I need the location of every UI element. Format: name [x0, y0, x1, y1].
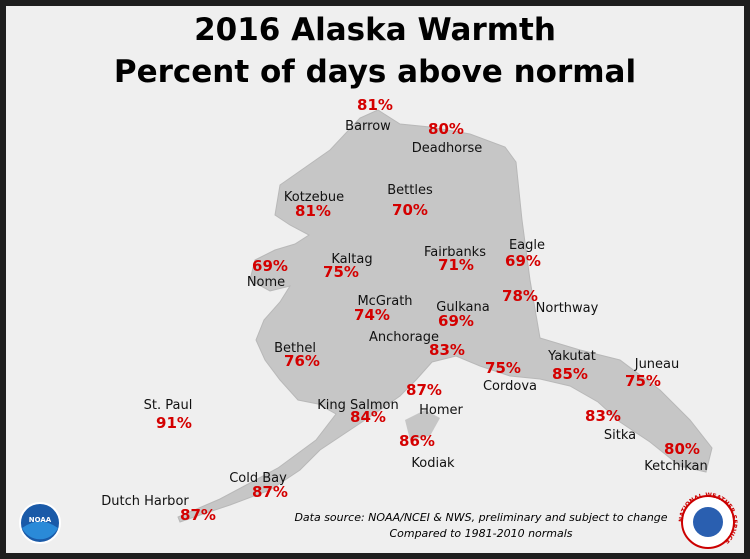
station-value: 78%	[502, 287, 538, 305]
station-name: Gulkana	[436, 300, 489, 315]
station-name: St. Paul	[144, 398, 193, 413]
station-value: 76%	[284, 352, 320, 370]
station-name: Northway	[536, 301, 599, 316]
station-value: 71%	[438, 256, 474, 274]
station-value: 75%	[485, 359, 521, 377]
source-line: Data source: NOAA/NCEI & NWS, preliminar…	[294, 511, 667, 524]
station-value: 83%	[429, 341, 465, 359]
station-value: 75%	[323, 263, 359, 281]
station-name: Kodiak	[411, 456, 455, 471]
title: 2016 Alaska Warmth	[194, 12, 556, 48]
station-name: Anchorage	[369, 330, 439, 345]
station-name: Yakutat	[547, 349, 596, 364]
station-value: 87%	[180, 506, 216, 524]
station-value: 84%	[350, 408, 386, 426]
station-name: Bethel	[274, 341, 316, 356]
station-name: Deadhorse	[412, 141, 483, 156]
station-name: McGrath	[357, 294, 412, 309]
station-name: Sitka	[604, 428, 636, 443]
station-value: 87%	[252, 483, 288, 501]
station-value: 70%	[392, 201, 428, 219]
station-name: Kaltag	[331, 252, 372, 267]
station-name: Fairbanks	[424, 245, 486, 260]
station-name: Eagle	[509, 238, 545, 253]
station-value: 80%	[428, 120, 464, 138]
station-value: 81%	[357, 96, 393, 114]
station-name: Bettles	[387, 183, 433, 198]
station-name: Juneau	[634, 357, 680, 372]
noaa-logo: NOAA	[19, 502, 61, 544]
station-name: Kotzebue	[284, 190, 344, 205]
station-value: 69%	[252, 257, 288, 275]
alaska	[177, 109, 713, 523]
station-value: 87%	[406, 381, 442, 399]
source-line: Compared to 1981-2010 normals	[389, 527, 572, 540]
station-name: Cordova	[483, 379, 537, 394]
station-name: King Salmon	[317, 398, 398, 413]
station-value: 81%	[295, 202, 331, 220]
station-value: 85%	[552, 365, 588, 383]
station-value: 86%	[399, 432, 435, 450]
station-value: 91%	[156, 414, 192, 432]
noaa-text: NOAA	[29, 516, 52, 524]
station-value: 80%	[664, 440, 700, 458]
station-name: Barrow	[345, 119, 391, 134]
station-name: Dutch Harbor	[101, 494, 189, 509]
station-value: 74%	[354, 306, 390, 324]
station-value: 75%	[625, 372, 661, 390]
subtitle: Percent of days above normal	[114, 54, 636, 90]
station-name: Ketchikan	[644, 459, 707, 474]
station-name: Cold Bay	[229, 471, 287, 486]
station-name: Nome	[247, 275, 285, 290]
station-name: Homer	[419, 403, 463, 418]
station-value: 83%	[585, 407, 621, 425]
station-value: 69%	[438, 312, 474, 330]
nws-logo: NATIONAL WEATHER SERVICE	[678, 492, 738, 549]
kodiak-island	[405, 410, 440, 440]
station-value: 69%	[505, 252, 541, 270]
